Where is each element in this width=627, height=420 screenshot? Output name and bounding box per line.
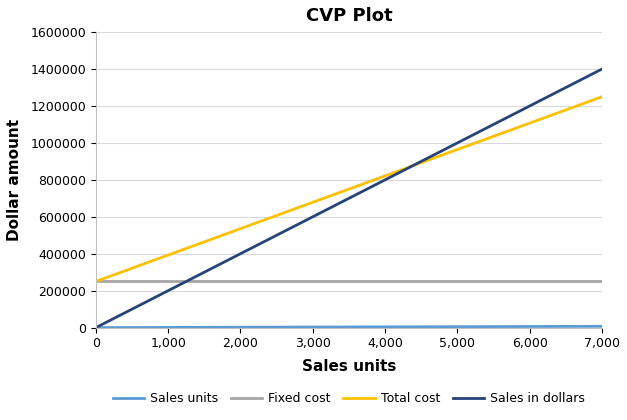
Line: Total cost: Total cost — [96, 97, 602, 281]
Fixed cost — [526, 279, 534, 284]
Total cost — [381, 173, 389, 178]
Sales in dollars — [381, 177, 389, 182]
Total cost — [454, 147, 461, 152]
Legend: Sales units, Fixed cost, Total cost, Sales in dollars: Sales units, Fixed cost, Total cost, Sal… — [108, 387, 590, 410]
Fixed cost — [454, 279, 461, 284]
Fixed cost — [237, 279, 245, 284]
Total cost — [164, 252, 172, 257]
Sales units — [309, 325, 317, 330]
Line: Sales units: Sales units — [96, 326, 602, 328]
X-axis label: Sales units: Sales units — [302, 359, 396, 374]
Sales units — [598, 324, 606, 329]
Total cost — [92, 279, 100, 284]
Total cost — [526, 121, 534, 126]
Total cost — [598, 94, 606, 99]
Sales units — [381, 324, 389, 329]
Sales in dollars — [598, 66, 606, 71]
Fixed cost — [164, 279, 172, 284]
Fixed cost — [309, 279, 317, 284]
Sales in dollars — [309, 214, 317, 219]
Line: Sales in dollars: Sales in dollars — [96, 69, 602, 328]
Sales in dollars — [92, 325, 100, 330]
Sales in dollars — [164, 288, 172, 293]
Title: CVP Plot: CVP Plot — [305, 7, 393, 25]
Sales in dollars — [237, 251, 245, 256]
Fixed cost — [598, 279, 606, 284]
Sales units — [164, 325, 172, 330]
Fixed cost — [92, 279, 100, 284]
Sales units — [92, 325, 100, 330]
Total cost — [309, 200, 317, 205]
Sales in dollars — [454, 140, 461, 145]
Sales units — [454, 324, 461, 329]
Sales in dollars — [526, 103, 534, 108]
Fixed cost — [381, 279, 389, 284]
Total cost — [237, 226, 245, 231]
Y-axis label: Dollar amount: Dollar amount — [7, 119, 22, 241]
Sales units — [237, 325, 245, 330]
Sales units — [526, 324, 534, 329]
